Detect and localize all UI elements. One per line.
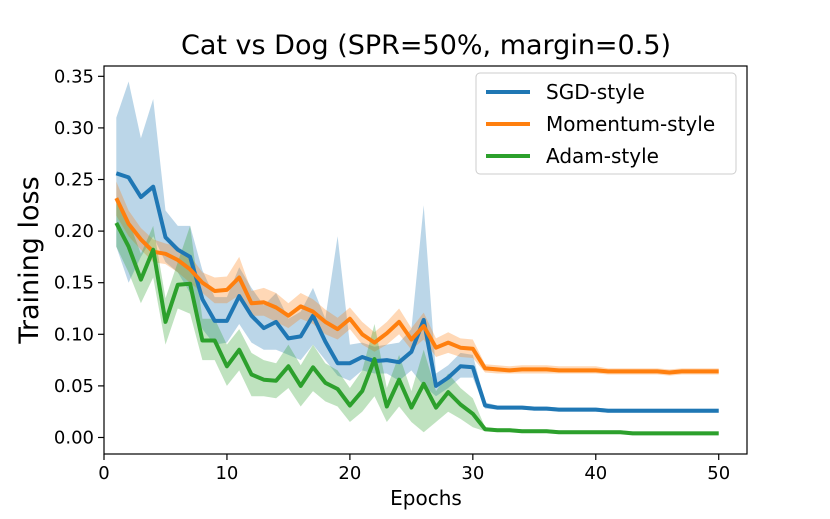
x-tick-label: 0 bbox=[98, 463, 109, 484]
y-tick-label: 0.05 bbox=[54, 376, 94, 397]
plot-frame bbox=[103, 65, 748, 455]
series-line-2 bbox=[114, 221, 719, 436]
legend-label: Momentum-style bbox=[546, 112, 715, 136]
chart-title: Cat vs Dog (SPR=50%, margin=0.5) bbox=[181, 30, 671, 61]
legend-box bbox=[475, 72, 737, 175]
series-band-2 bbox=[116, 200, 719, 435]
y-tick-label: 0.20 bbox=[54, 221, 94, 242]
y-tick-label: 0.35 bbox=[54, 66, 94, 87]
y-axis-label: Training loss bbox=[14, 176, 45, 344]
series-lines bbox=[114, 171, 719, 436]
legend: SGD-style Momentum-style Adam-style bbox=[475, 72, 737, 175]
y-axis: 0.00 0.05 0.10 0.15 0.20 0.25 0.30 0.35 bbox=[54, 66, 104, 448]
series-line-0 bbox=[115, 171, 719, 413]
x-axis: 0 10 20 30 40 50 bbox=[98, 454, 730, 484]
x-axis-label: Epochs bbox=[390, 486, 462, 510]
y-tick-label: 0.25 bbox=[54, 170, 94, 191]
series-line-1 bbox=[114, 197, 719, 375]
legend-label: Adam-style bbox=[546, 144, 659, 168]
legend-label: SGD-style bbox=[546, 80, 645, 104]
x-tick-label: 40 bbox=[584, 463, 607, 484]
x-tick-label: 50 bbox=[707, 463, 730, 484]
y-tick-label: 0.10 bbox=[54, 324, 94, 345]
y-tick-label: 0.30 bbox=[54, 118, 94, 139]
series-band-0 bbox=[116, 81, 719, 413]
x-tick-label: 10 bbox=[215, 463, 238, 484]
y-tick-label: 0.00 bbox=[54, 427, 94, 448]
y-tick-label: 0.15 bbox=[54, 273, 94, 294]
x-tick-label: 30 bbox=[461, 463, 484, 484]
x-tick-label: 20 bbox=[338, 463, 361, 484]
